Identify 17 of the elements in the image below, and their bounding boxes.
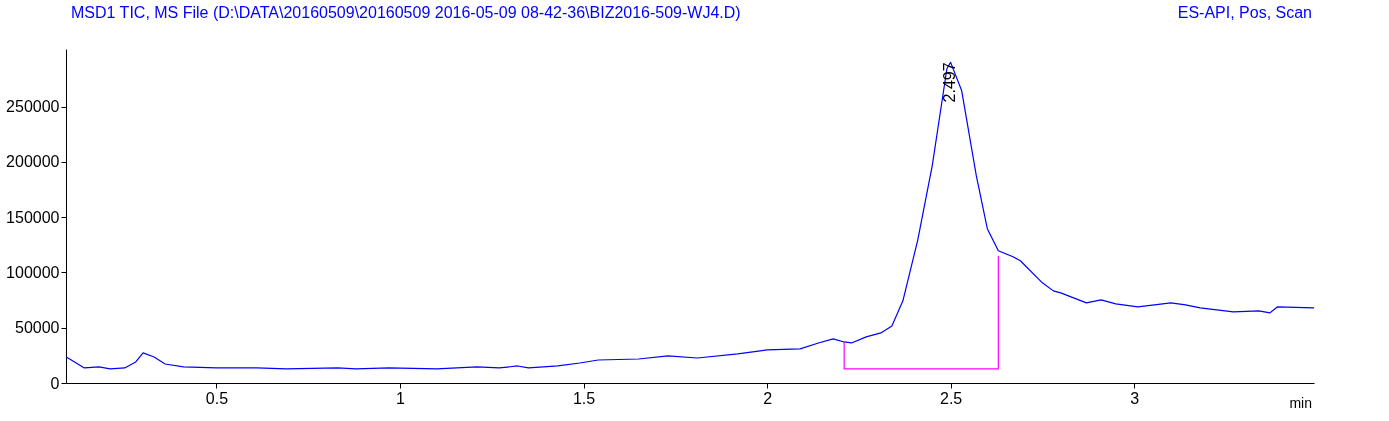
y-tick-label: 0 [50, 374, 60, 392]
y-tick-label: 50000 [15, 319, 60, 337]
x-tick-label: 2.5 [939, 389, 963, 407]
chart-subtitle: ES-API, Pos, Scan [1177, 4, 1312, 21]
chart-title: MSD1 TIC, MS File (D:\DATA\20160509\20160509 2016-05-09 08-42-36\BIZ2016-509-WJ4.D) [71, 4, 741, 21]
x-tick-label: 0.5 [205, 389, 229, 407]
line-series [65, 61, 1315, 370]
x-tick-label: 3 [1130, 389, 1140, 407]
x-tick-label: 2 [763, 389, 773, 407]
y-tick-label: 150000 [6, 208, 60, 226]
annotation: 2.497 [940, 62, 958, 103]
y-tick-label: 100000 [6, 263, 60, 281]
y-tick-label: 200000 [6, 153, 60, 171]
y-tick-label: 250000 [6, 98, 60, 116]
x-tick-label: 1.5 [572, 389, 596, 407]
x-tick-label: 1 [396, 389, 406, 407]
x-axis-title: min [1289, 395, 1312, 411]
